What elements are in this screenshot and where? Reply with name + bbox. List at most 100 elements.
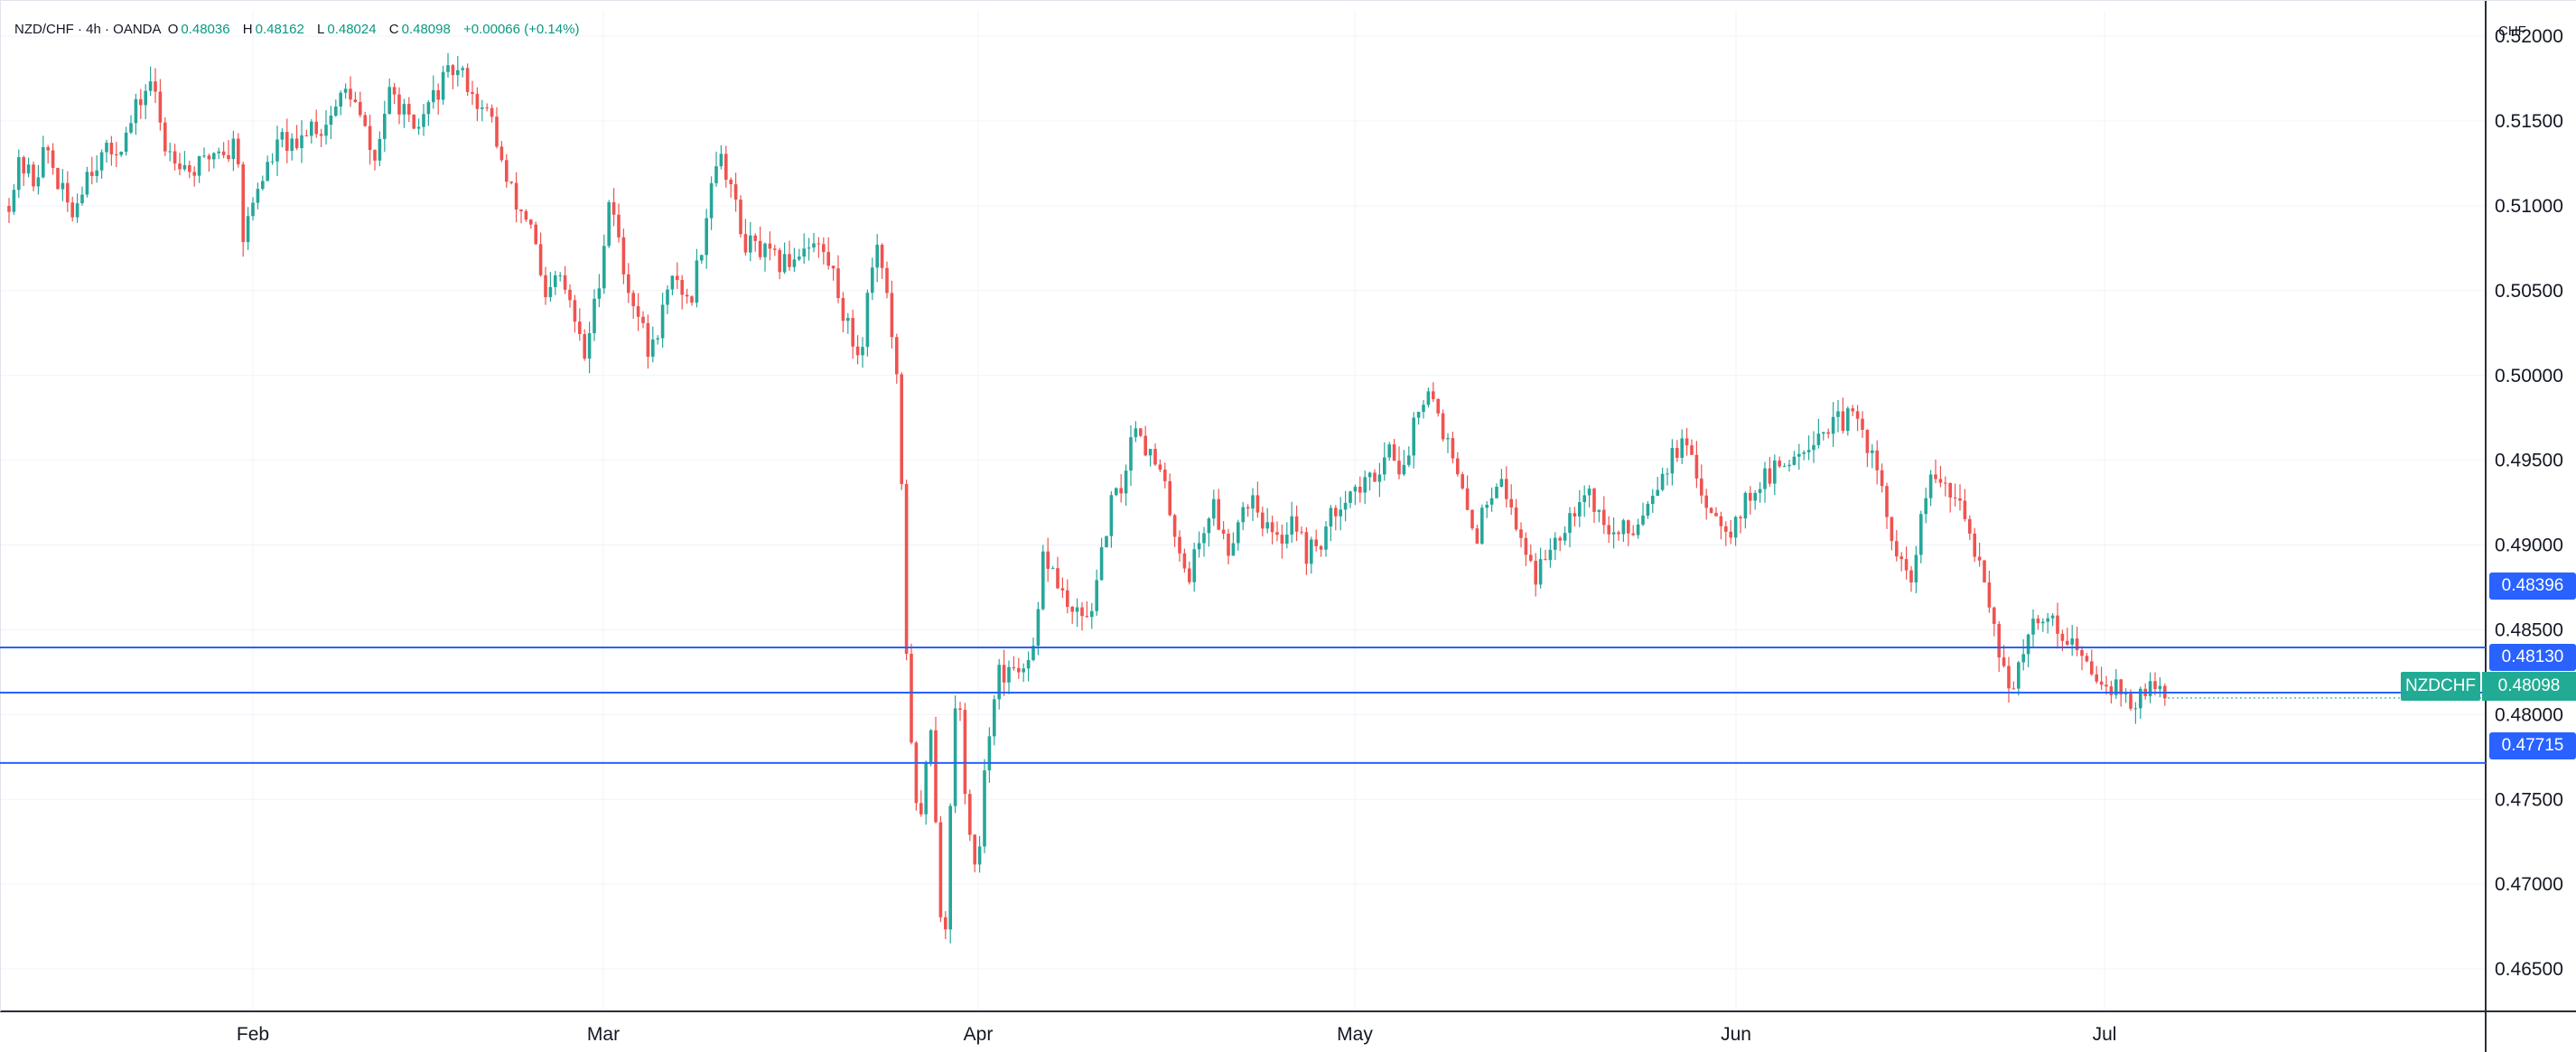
candle-body bbox=[1778, 461, 1781, 467]
candle-body bbox=[1914, 554, 1918, 583]
candle-body bbox=[422, 114, 425, 127]
candle-body bbox=[938, 822, 943, 917]
candle-body bbox=[192, 172, 196, 176]
hline-label-1[interactable]: 0.48396 bbox=[2489, 573, 2576, 600]
candle-body bbox=[495, 116, 499, 147]
candle-body bbox=[1163, 470, 1167, 481]
candle-body bbox=[1617, 532, 1620, 535]
candle-body bbox=[1782, 466, 1787, 468]
candle-body bbox=[1611, 532, 1616, 535]
candle-body bbox=[1461, 474, 1464, 489]
candle-body bbox=[1207, 518, 1211, 534]
candle-body bbox=[246, 216, 250, 243]
candle-body bbox=[1343, 502, 1348, 510]
candle-body bbox=[1095, 580, 1098, 611]
candle-body bbox=[1621, 520, 1626, 535]
currency-label: CHF bbox=[2498, 23, 2526, 39]
candle-body bbox=[334, 106, 338, 116]
candle-body bbox=[1007, 666, 1011, 683]
candle-body bbox=[812, 243, 816, 248]
candle-body bbox=[1300, 531, 1303, 533]
candle-body bbox=[607, 201, 611, 247]
candle-body bbox=[461, 68, 464, 70]
candle-body bbox=[1938, 479, 1943, 483]
candle-body bbox=[593, 298, 596, 333]
candle-body bbox=[1743, 492, 1748, 519]
candle-body bbox=[1237, 522, 1240, 544]
candle-body bbox=[660, 304, 665, 339]
candle-body bbox=[1178, 536, 1181, 554]
candle-body bbox=[529, 219, 533, 225]
candle-body bbox=[875, 245, 879, 268]
candle-body bbox=[1509, 498, 1513, 507]
candle-body bbox=[339, 92, 342, 107]
candle-body bbox=[173, 151, 177, 164]
candle-body bbox=[378, 138, 382, 161]
candle-body bbox=[1763, 468, 1767, 489]
candle-body bbox=[1255, 495, 1260, 513]
candle-body bbox=[1129, 437, 1133, 471]
candle-body bbox=[26, 164, 31, 174]
candle-body bbox=[1241, 507, 1245, 523]
candle-body bbox=[56, 167, 60, 190]
candle-body bbox=[792, 259, 797, 267]
candle-body bbox=[124, 132, 128, 153]
candle-body bbox=[753, 235, 757, 241]
candle-body bbox=[788, 254, 791, 267]
candle-body bbox=[602, 246, 606, 289]
candle-body bbox=[538, 244, 543, 275]
candle-body bbox=[1002, 665, 1006, 683]
candle-body bbox=[1148, 449, 1153, 456]
candle-body bbox=[119, 152, 123, 155]
candle-body bbox=[2050, 615, 2055, 619]
legend-low-label: L bbox=[317, 22, 325, 37]
candle-body bbox=[807, 247, 811, 249]
candle-body bbox=[1753, 492, 1757, 501]
hline-label-2[interactable]: 0.48130 bbox=[2489, 644, 2576, 671]
candle-body bbox=[1544, 559, 1547, 561]
candle-body bbox=[1115, 488, 1118, 496]
candle-body bbox=[690, 296, 694, 303]
x-tick-label: Mar bbox=[587, 1024, 620, 1045]
candle-body bbox=[1329, 507, 1333, 527]
candle-body bbox=[861, 347, 864, 356]
candle-body bbox=[782, 254, 787, 273]
candle-body bbox=[217, 151, 220, 154]
candle-body bbox=[1865, 429, 1870, 453]
candle-body bbox=[1524, 537, 1528, 555]
candle-body bbox=[182, 164, 187, 170]
candle-body bbox=[1353, 487, 1358, 492]
candle-body bbox=[85, 172, 89, 195]
candle-body bbox=[831, 265, 835, 269]
candle-body bbox=[1997, 624, 2001, 658]
candle-body bbox=[987, 736, 992, 771]
candle-body bbox=[1749, 492, 1752, 501]
candle-body bbox=[105, 143, 108, 153]
legend-open-label: O bbox=[167, 22, 179, 37]
candle-body bbox=[1119, 488, 1123, 494]
candle-body bbox=[1080, 607, 1084, 617]
candle-body bbox=[558, 275, 562, 276]
candle-body bbox=[563, 275, 567, 290]
y-tick-label: 0.49000 bbox=[2495, 535, 2563, 556]
candle-body bbox=[1529, 554, 1533, 561]
candle-body bbox=[2017, 662, 2021, 689]
candle-body bbox=[197, 155, 201, 176]
candle-body bbox=[568, 289, 572, 301]
candle-body bbox=[1895, 541, 1899, 557]
candle-body bbox=[1846, 408, 1850, 432]
candle-body bbox=[1022, 668, 1025, 673]
candle-body bbox=[99, 152, 104, 171]
candle-body bbox=[758, 240, 762, 257]
candle-body bbox=[314, 121, 318, 135]
candle-body bbox=[1031, 646, 1035, 660]
legend-title: NZD/CHF · 4h · OANDA bbox=[14, 22, 162, 37]
hline-label-3[interactable]: 0.47715 bbox=[2489, 732, 2576, 759]
candle-body bbox=[846, 318, 850, 321]
candle-body bbox=[1436, 399, 1440, 414]
candle-body bbox=[1056, 568, 1059, 589]
candle-body bbox=[743, 234, 748, 253]
y-tick-label: 0.52000 bbox=[2495, 26, 2563, 47]
